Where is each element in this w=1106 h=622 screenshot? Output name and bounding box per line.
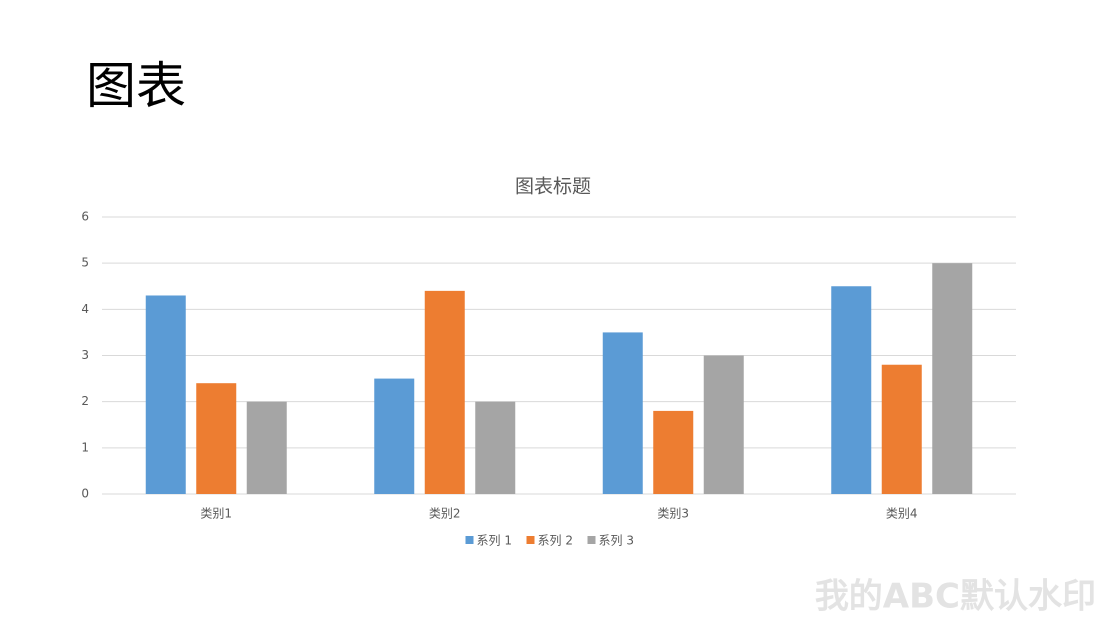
y-tick-label: 5 [81, 256, 89, 270]
bar [475, 401, 516, 494]
legend-marker [526, 536, 535, 544]
y-tick-label: 0 [81, 487, 89, 501]
legend-label: 系列 3 [599, 534, 634, 548]
chart-title: 图表标题 [515, 176, 591, 198]
bar [145, 295, 186, 494]
bar [246, 401, 287, 494]
y-tick-label: 2 [81, 394, 89, 408]
x-tick-label: 类别2 [429, 507, 461, 521]
y-tick-label: 4 [81, 302, 89, 316]
legend-label: 系列 2 [538, 534, 573, 548]
bar [196, 383, 237, 494]
slide-title: 图表 [86, 57, 186, 115]
y-tick-label: 3 [81, 348, 89, 362]
bar [424, 290, 465, 494]
x-tick-label: 类别1 [200, 507, 232, 521]
legend-marker [465, 536, 474, 544]
bar [602, 332, 643, 494]
bar [881, 364, 922, 494]
y-tick-label: 6 [81, 210, 89, 224]
bar [932, 263, 973, 494]
bar [374, 378, 415, 494]
x-tick-label: 类别3 [657, 507, 689, 521]
x-tick-label: 类别4 [886, 507, 918, 521]
legend-marker [587, 536, 596, 544]
y-tick-label: 1 [81, 440, 89, 454]
bar [703, 355, 744, 494]
legend-label: 系列 1 [477, 534, 512, 548]
bar [831, 286, 872, 494]
watermark: 我的ABC默认水印 [815, 577, 1096, 617]
bar [653, 410, 694, 494]
